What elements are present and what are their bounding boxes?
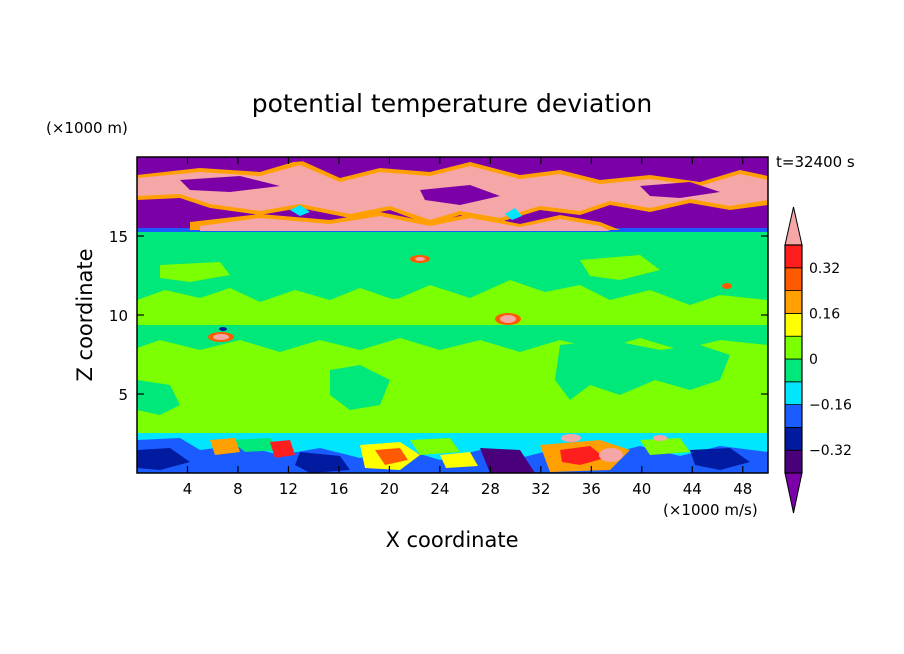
- colorbar-segment: [784, 426, 803, 451]
- colorbar-extend-bottom: [784, 472, 803, 514]
- colorbar-segment: [784, 449, 803, 474]
- x-tick-label: 16: [329, 480, 348, 498]
- colorbar-tick-label: −0.32: [809, 443, 852, 459]
- x-tick-label: 28: [481, 480, 500, 498]
- x-tick-label: 8: [233, 480, 243, 498]
- y-tick-label: 5: [118, 386, 128, 404]
- x-ticks: 4 8 12 16 20 24 28 32 36 40 44 48: [183, 157, 752, 498]
- y-tick-label: 10: [109, 307, 128, 325]
- colorbar: 0.32 0.16 0 −0.16 −0.32: [784, 206, 852, 514]
- y-axis-label: Z coordinate: [73, 248, 97, 381]
- x-tick-label: 40: [632, 480, 651, 498]
- x-tick-label: 24: [430, 480, 449, 498]
- colorbar-extend-top: [784, 206, 803, 246]
- heatmap-field: [137, 157, 768, 473]
- time-label: t=32400 s: [776, 153, 855, 171]
- x-tick-label: 32: [531, 480, 550, 498]
- colorbar-frame: [784, 244, 803, 474]
- y-tick-label: 15: [109, 228, 128, 246]
- x-tick-label: 20: [380, 480, 399, 498]
- x-tick-label: 48: [733, 480, 752, 498]
- colorbar-tick-label: 0.16: [809, 306, 840, 322]
- colorbar-segment: [784, 267, 803, 291]
- x-tick-label: 12: [279, 480, 298, 498]
- colorbar-segment: [784, 290, 803, 314]
- colorbar-segment: [784, 358, 803, 383]
- colorbar-tick-label: −0.16: [809, 398, 852, 414]
- colorbar-segment: [784, 381, 803, 405]
- x-tick-label: 44: [683, 480, 702, 498]
- x-tick-label: 36: [582, 480, 601, 498]
- x-unit-label: (×1000 m/s): [663, 501, 758, 519]
- colorbar-segment: [784, 312, 803, 337]
- colorbar-segment: [784, 335, 803, 360]
- x-tick-label: 4: [183, 480, 193, 498]
- colorbar-tick-label: 0: [809, 352, 818, 368]
- chart-title: potential temperature deviation: [252, 89, 652, 118]
- x-axis-label: X coordinate: [385, 528, 518, 552]
- y-ticks: 5 10 15: [109, 228, 768, 404]
- colorbar-segment: [784, 404, 803, 428]
- colorbar-segment: [784, 244, 803, 269]
- colorbar-tick-label: 0.32: [809, 261, 840, 277]
- y-unit-label: (×1000 m): [46, 119, 128, 137]
